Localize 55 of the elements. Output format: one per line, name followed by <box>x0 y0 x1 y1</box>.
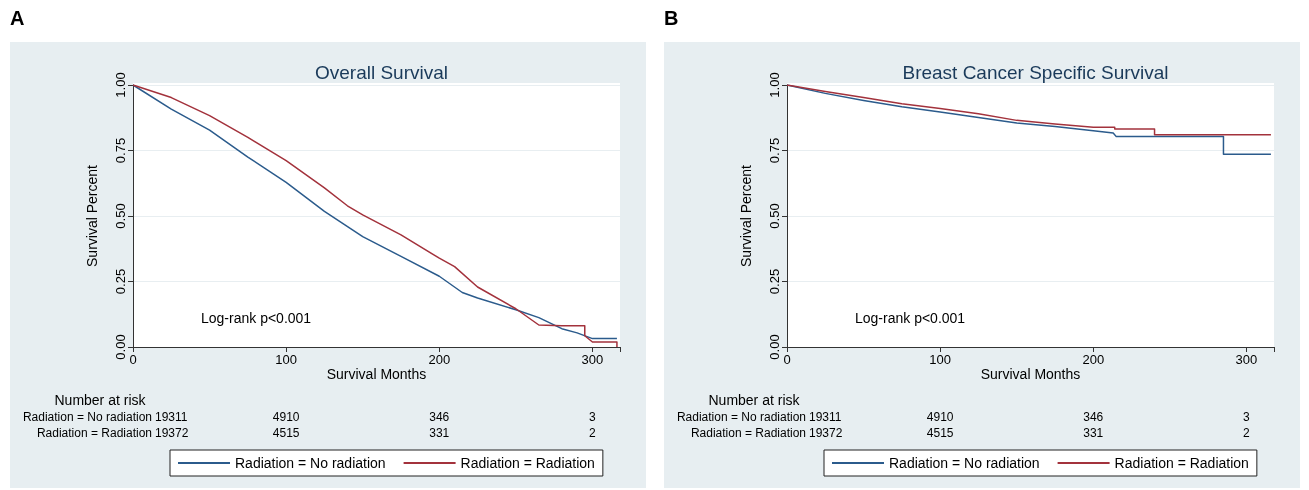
text: 19311 <box>809 410 842 424</box>
text: Number at risk <box>708 392 801 408</box>
y-tick-label: 0.00 <box>767 334 782 360</box>
text: 4910 <box>272 410 300 424</box>
chart-title: Overall Survival <box>314 62 449 83</box>
text: Radiation = No radiation <box>22 410 152 424</box>
y-tick-label: 0.50 <box>113 203 128 229</box>
legend-label: Radiation = Radiation <box>460 455 595 471</box>
y-tick-label: 1.00 <box>113 72 128 98</box>
text: 331 <box>429 426 450 440</box>
text: 346 <box>1083 410 1104 424</box>
x-tick-label: 0 <box>129 352 137 367</box>
legend-label: Radiation = No radiation <box>889 455 1040 471</box>
x-tick-label: 300 <box>1235 352 1258 367</box>
text: B <box>664 7 679 29</box>
x-tick-label: 200 <box>1082 352 1105 367</box>
chart-title: Breast Cancer Specific Survival <box>902 62 1169 83</box>
text: 4515 <box>926 426 954 440</box>
y-tick-label: 0.75 <box>767 137 782 164</box>
text: 331 <box>1083 426 1104 440</box>
annotation: Log-rank p<0.001 <box>855 310 966 326</box>
line-series <box>786 84 1272 136</box>
x-tick-label: 100 <box>275 352 297 367</box>
x-axis-title: Survival Months <box>980 366 1081 382</box>
y-tick-label: 0.25 <box>767 268 782 295</box>
y-tick-label: 0.25 <box>113 268 128 295</box>
y-tick-label: 0.75 <box>113 137 128 164</box>
text: Radiation = No radiation <box>676 410 806 424</box>
text: 346 <box>429 410 450 424</box>
text: 19372 <box>155 426 189 440</box>
text: 2 <box>589 426 597 440</box>
annotation: Log-rank p<0.001 <box>201 310 312 326</box>
text: 3 <box>589 410 597 424</box>
text: 19372 <box>809 426 843 440</box>
text: Radiation = Radiation <box>36 426 152 440</box>
text: 4910 <box>926 410 954 424</box>
legend-label: Radiation = No radiation <box>235 455 386 471</box>
text: 2 <box>1243 426 1251 440</box>
text: 19311 <box>155 410 188 424</box>
text: Number at risk <box>54 392 147 408</box>
y-tick-label: 1.00 <box>767 72 782 98</box>
text: 4515 <box>272 426 300 440</box>
x-axis-title: Survival Months <box>326 366 427 382</box>
y-tick-label: 0.50 <box>767 203 782 229</box>
y-tick-label: 0.00 <box>113 334 128 360</box>
text: 3 <box>1243 410 1251 424</box>
legend-label: Radiation = Radiation <box>1114 455 1249 471</box>
y-axis-title: Survival Percent <box>738 164 754 267</box>
x-tick-label: 300 <box>581 352 604 367</box>
text: A <box>10 7 25 29</box>
y-axis-title: Survival Percent <box>84 164 100 267</box>
x-tick-label: 100 <box>929 352 951 367</box>
x-tick-label: 0 <box>783 352 791 367</box>
text: Radiation = Radiation <box>690 426 806 440</box>
x-tick-label: 200 <box>428 352 451 367</box>
